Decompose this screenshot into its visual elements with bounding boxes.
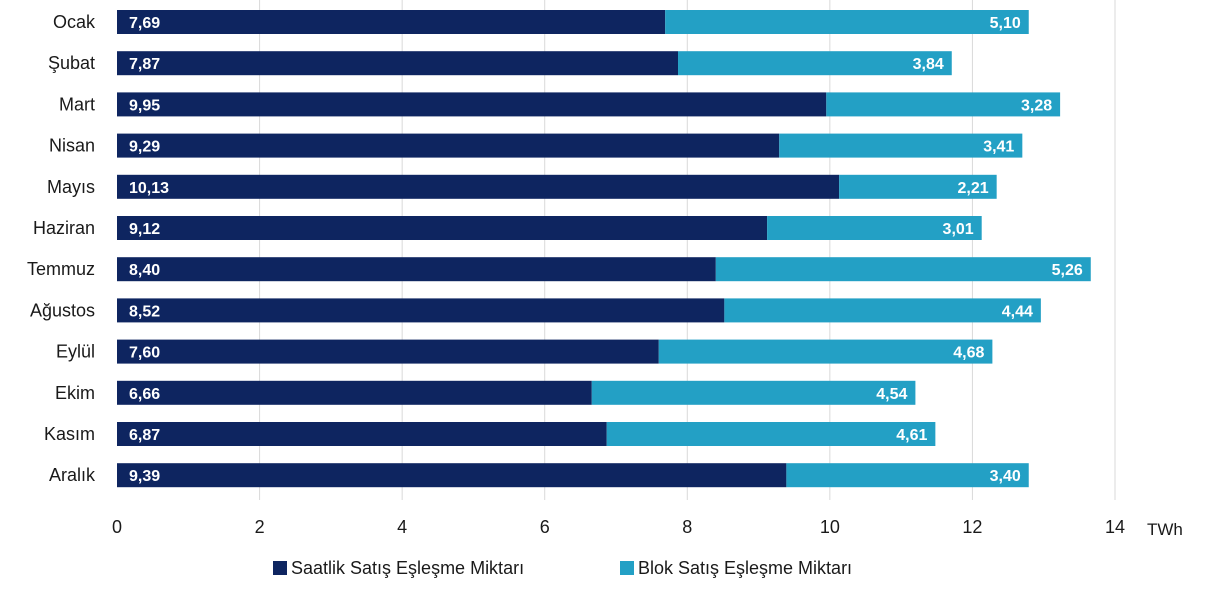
data-label-blok: 4,44 (1002, 303, 1033, 320)
category-label: Temmuz (27, 259, 95, 279)
category-label: Ekim (55, 383, 95, 403)
bar-blok (606, 422, 936, 446)
bar-saatlik (117, 339, 659, 364)
legend-label: Blok Satış Eşleşme Miktarı (638, 558, 852, 578)
data-label-saatlik: 10,13 (129, 180, 169, 197)
x-tick-label: 10 (820, 517, 840, 537)
x-tick-label: 14 (1105, 517, 1125, 537)
legend-item-blok: Blok Satış Eşleşme Miktarı (620, 558, 852, 578)
data-label-saatlik: 9,39 (129, 468, 160, 485)
category-label: Mayıs (47, 177, 95, 197)
bar-saatlik (117, 10, 666, 34)
data-label-saatlik: 9,29 (129, 139, 160, 156)
data-label-blok: 5,10 (990, 15, 1021, 32)
category-label: Şubat (48, 53, 95, 73)
bar-blok (715, 257, 1091, 282)
bar-saatlik (117, 92, 827, 117)
bar-blok (678, 51, 952, 76)
bar-blok (767, 216, 982, 240)
data-labels: 7,69 5,10 7,87 3,84 9,95 3,28 9,29 3,41 10,13 2,2… (129, 15, 1083, 485)
data-label-saatlik: 6,87 (129, 427, 160, 444)
category-label: Ağustos (30, 300, 95, 320)
data-label-blok: 3,28 (1021, 97, 1052, 114)
axes: 0 2 4 6 8 10 12 14 TWh Ocak Şubat Mart Nisan Mayıs Haz… (27, 12, 1183, 539)
data-label-saatlik: 8,52 (129, 303, 160, 320)
bar-saatlik (117, 216, 768, 240)
data-label-blok: 4,61 (896, 427, 927, 444)
legend-label: Saatlik Satış Eşleşme Miktarı (291, 558, 524, 578)
bar-blok (724, 298, 1041, 323)
data-label-blok: 2,21 (958, 180, 989, 197)
data-label-blok: 3,40 (990, 468, 1021, 485)
data-label-saatlik: 7,60 (129, 345, 160, 362)
data-label-saatlik: 9,12 (129, 221, 160, 238)
data-label-saatlik: 7,69 (129, 15, 160, 32)
category-label: Mart (59, 94, 95, 114)
bar-blok (665, 10, 1029, 34)
bar-saatlik (117, 298, 725, 323)
x-tick-label: 6 (540, 517, 550, 537)
x-tick-label: 0 (112, 517, 122, 537)
x-tick-label: 4 (397, 517, 407, 537)
bar-blok (839, 174, 997, 199)
category-label: Aralık (49, 465, 96, 485)
bar-blok (826, 92, 1061, 117)
grid-lines (259, 0, 1116, 500)
bar-blok (786, 463, 1029, 488)
data-label-saatlik: 9,95 (129, 97, 160, 114)
bar-saatlik (117, 257, 716, 282)
category-label: Haziran (33, 218, 95, 238)
bar-blok (779, 133, 1023, 158)
legend-item-saatlik: Saatlik Satış Eşleşme Miktarı (273, 558, 524, 578)
bar-saatlik (117, 463, 787, 488)
category-label: Kasım (44, 424, 95, 444)
category-label: Ocak (53, 12, 96, 32)
bar-saatlik (117, 380, 592, 405)
data-label-saatlik: 8,40 (129, 262, 160, 279)
bar-saatlik (117, 422, 607, 446)
bar-saatlik (117, 174, 840, 199)
data-label-saatlik: 6,66 (129, 386, 160, 403)
x-unit-label: TWh (1147, 520, 1183, 539)
data-label-blok: 4,68 (953, 345, 984, 362)
bar-saatlik (117, 51, 679, 76)
bar-blok (591, 380, 916, 405)
data-label-blok: 3,01 (943, 221, 974, 238)
data-label-saatlik: 7,87 (129, 56, 160, 73)
bar-saatlik (117, 133, 780, 158)
x-tick-label: 12 (962, 517, 982, 537)
category-label: Nisan (49, 136, 95, 156)
legend-swatch (273, 561, 287, 575)
data-label-blok: 5,26 (1052, 262, 1083, 279)
x-tick-label: 8 (682, 517, 692, 537)
data-label-blok: 3,84 (913, 56, 944, 73)
data-label-blok: 4,54 (876, 386, 907, 403)
x-tick-label: 2 (255, 517, 265, 537)
bar-blok (658, 339, 993, 364)
legend-swatch (620, 561, 634, 575)
data-label-blok: 3,41 (983, 139, 1014, 156)
category-label: Eylül (56, 342, 95, 362)
legend: Saatlik Satış Eşleşme Miktarı Blok Satış … (273, 558, 852, 578)
bars (117, 10, 1091, 488)
